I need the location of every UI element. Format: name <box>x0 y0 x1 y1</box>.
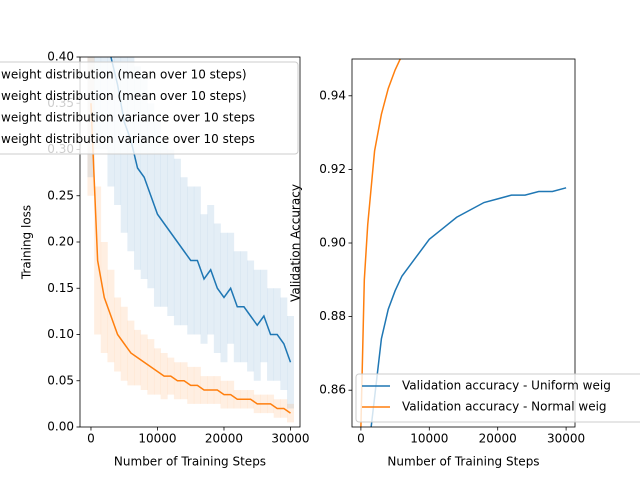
x-tick-label: 10000 <box>138 432 176 446</box>
y-tick-label: 0.94 <box>319 88 346 102</box>
legend-label: Validation accuracy - Normal weig <box>402 400 607 414</box>
x-tick-label: 10000 <box>410 432 448 446</box>
x-tick-label: 20000 <box>205 432 243 446</box>
legend-box <box>355 373 640 423</box>
x-axis-label: Number of Training Steps <box>114 455 266 469</box>
y-tick-label: 0.40 <box>47 50 74 64</box>
legend-label: weight distribution variance over 10 ste… <box>1 111 255 125</box>
x-tick-label: 0 <box>357 432 365 446</box>
legend-label: weight distribution (mean over 10 steps) <box>1 68 247 82</box>
data-line <box>360 59 402 427</box>
x-tick-label: 0 <box>87 432 95 446</box>
x-tick-label: 30000 <box>547 432 585 446</box>
legend-box <box>0 61 299 155</box>
y-tick-label: 0.10 <box>47 327 74 341</box>
y-axis-label: Training loss <box>20 205 34 280</box>
legend-label: weight distribution (mean over 10 steps) <box>1 89 247 103</box>
legend-label: weight distribution variance over 10 ste… <box>1 132 255 146</box>
y-tick-label: 0.92 <box>319 162 346 176</box>
x-axis-label: Number of Training Steps <box>387 455 539 469</box>
axes-frame <box>351 58 576 428</box>
legend-label: Validation accuracy - Uniform weig <box>402 379 611 393</box>
x-tick-label: 20000 <box>479 432 517 446</box>
y-axis-label: Validation Accuracy <box>289 184 303 302</box>
y-tick-label: 0.20 <box>47 235 74 249</box>
data-line <box>90 103 291 414</box>
y-tick-label: 0.88 <box>319 309 346 323</box>
y-tick-label: 0.25 <box>47 188 74 202</box>
data-line <box>370 187 567 427</box>
plot-area <box>87 57 294 423</box>
x-tick-label: 30000 <box>271 432 309 446</box>
y-tick-label: 0.90 <box>319 236 346 250</box>
y-tick-label: 0.15 <box>47 281 74 295</box>
y-tick-label: 0.00 <box>47 420 74 434</box>
y-tick-label: 0.05 <box>47 373 74 387</box>
y-tick-label: 0.86 <box>319 383 346 397</box>
